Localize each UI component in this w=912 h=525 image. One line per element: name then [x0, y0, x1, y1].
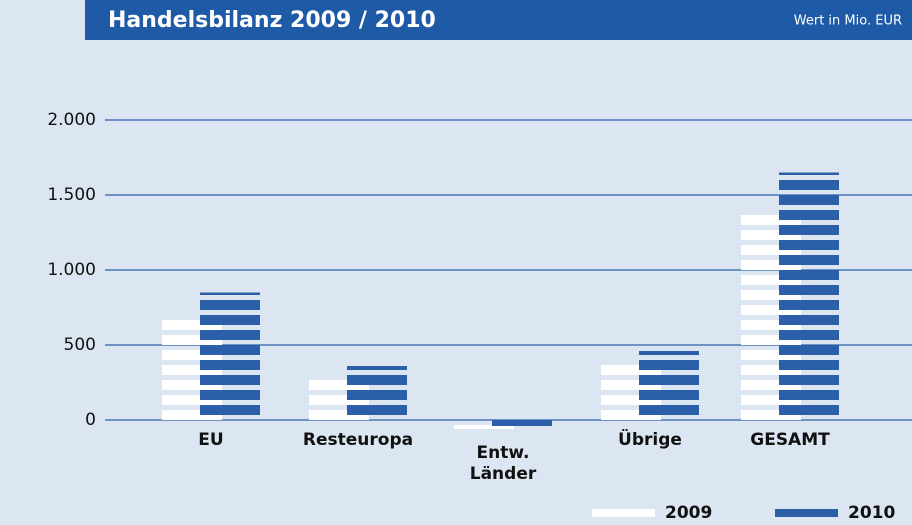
legend-label: 2010	[848, 503, 895, 523]
chart-title: Handelsbilanz 2009 / 2010	[108, 8, 436, 33]
legend-label: 2009	[665, 503, 712, 523]
bar	[779, 172, 839, 420]
legend-swatch	[592, 509, 655, 517]
x-tick-label: EU	[198, 430, 224, 450]
x-tick-label: Übrige	[618, 430, 682, 450]
bar	[492, 420, 552, 426]
y-tick-label: 1.500	[47, 185, 96, 205]
y-tick-label: 0	[85, 410, 96, 430]
y-tick-label: 1.000	[47, 260, 96, 280]
bar	[200, 292, 260, 420]
y-tick-label: 2.000	[47, 110, 96, 130]
legend-swatch	[775, 509, 838, 517]
bar	[347, 366, 407, 420]
x-tick-label: Entw. Länder	[469, 443, 537, 484]
y-tick-label: 500	[64, 335, 96, 355]
bar	[454, 420, 514, 429]
x-tick-label: GESAMT	[750, 430, 830, 450]
chart-subtitle: Wert in Mio. EUR	[794, 14, 902, 29]
bar	[639, 351, 699, 420]
x-tick-label: Resteuropa	[302, 430, 414, 450]
title-bar	[85, 0, 912, 40]
